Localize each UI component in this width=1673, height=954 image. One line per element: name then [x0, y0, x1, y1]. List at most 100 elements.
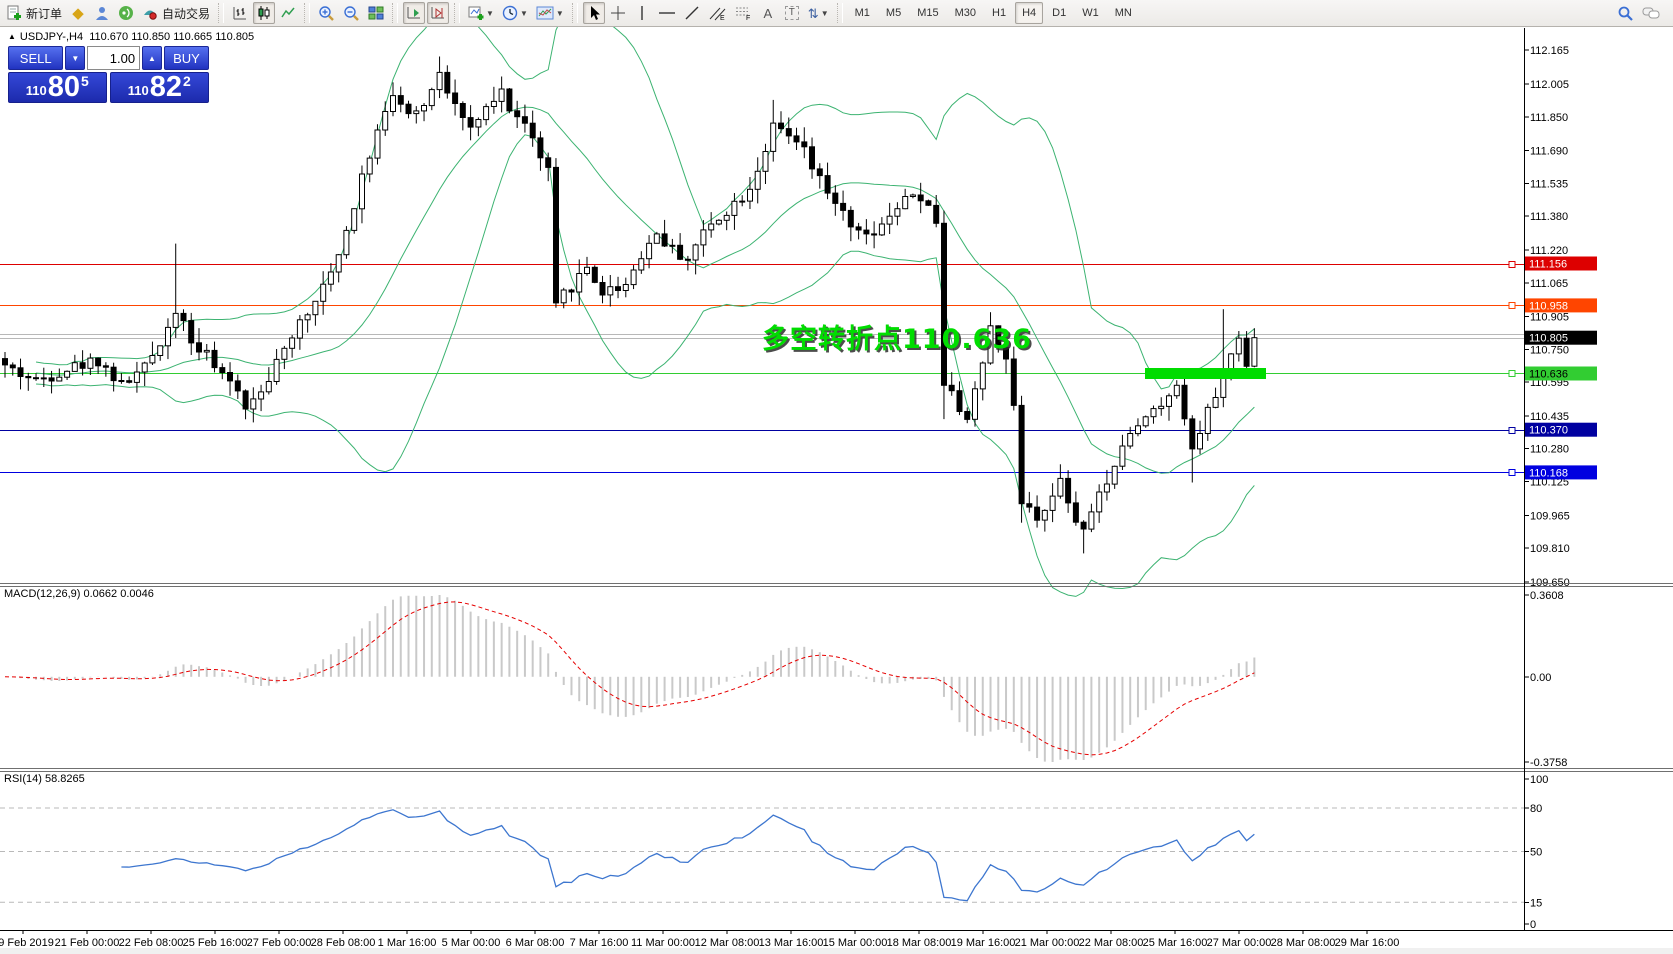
search-button[interactable]	[1614, 2, 1637, 24]
chat-button[interactable]	[1639, 2, 1664, 24]
hline-handle[interactable]	[1508, 469, 1516, 476]
sell-button[interactable]: SELL	[8, 46, 64, 70]
zoom-in-button[interactable]	[315, 2, 338, 24]
new-order-button[interactable]: 新订单	[3, 2, 65, 24]
timeframe-M30[interactable]: M30	[954, 7, 976, 19]
timeframe-M15[interactable]: M15	[917, 7, 939, 19]
signals-button[interactable]	[115, 2, 137, 24]
candlestick-chart-icon	[258, 6, 270, 20]
price-tick-label: 109.810	[1530, 543, 1570, 555]
sell-price-display[interactable]: 110 80 5	[8, 72, 107, 103]
hline-handle[interactable]	[1508, 302, 1516, 309]
time-label: 28 Mar 08:00	[1271, 937, 1336, 949]
zoom-in-icon	[319, 5, 334, 21]
autotrading-button[interactable]: 自动交易	[139, 2, 213, 24]
arrows-tool-button[interactable]: ⇅ ▼	[805, 2, 832, 24]
crosshair-tool-button[interactable]	[607, 2, 629, 24]
rsi-axis-label: 0	[1530, 919, 1536, 931]
time-label: 22 Mar 08:00	[1079, 937, 1144, 949]
buy-price-sup: 2	[182, 73, 191, 89]
bollinger-band	[35, 106, 1255, 474]
svg-text:E: E	[720, 15, 725, 21]
add-indicator-button[interactable]: ▼	[465, 2, 497, 24]
sell-price-sup: 5	[80, 73, 89, 89]
price-level-label-text: 110.370	[1529, 425, 1568, 437]
price-level-label	[1525, 256, 1597, 271]
vertical-line-tool-button[interactable]	[631, 2, 653, 24]
tile-windows-button[interactable]	[365, 2, 387, 24]
volume-up-button[interactable]: ▲	[142, 46, 162, 70]
buy-price-display[interactable]: 110 82 2	[109, 72, 209, 103]
candles	[2, 56, 1258, 554]
current-price-label	[1525, 330, 1597, 345]
macd-main-value: 0.0662	[83, 588, 118, 600]
bar-chart-icon	[233, 7, 247, 20]
chart-annotation-text[interactable]: 多空转折点110.636	[762, 324, 1032, 355]
clock-icon	[502, 5, 518, 21]
equidistant-channel-tool-button[interactable]: E	[705, 2, 729, 24]
cursor-tool-button[interactable]	[582, 2, 605, 24]
gold-diamond-icon: ◆	[72, 4, 84, 22]
timeframe-D1[interactable]: D1	[1052, 7, 1067, 19]
price-tick-label: 109.650	[1530, 577, 1570, 589]
line-chart-icon	[281, 7, 295, 18]
periods-button[interactable]: ▼	[499, 2, 531, 24]
price-tick-label: 110.750	[1530, 344, 1569, 356]
candlestick-chart-button[interactable]	[253, 2, 276, 24]
horizontal-line-tool-button[interactable]	[655, 2, 679, 24]
autotrading-icon	[144, 10, 157, 20]
publisher-button[interactable]	[91, 2, 113, 24]
volume-input[interactable]: 1.00	[87, 46, 141, 70]
rsi-axis-label: 50	[1530, 847, 1542, 859]
line-chart-button[interactable]	[277, 2, 299, 24]
trendline-tool-button[interactable]	[681, 2, 703, 24]
time-label: 25 Mar 16:00	[1143, 937, 1208, 949]
timeframe-H1[interactable]: H1	[992, 7, 1007, 19]
buy-price-prefix: 110	[127, 83, 149, 98]
text-tool-button[interactable]: A	[757, 2, 779, 24]
zoom-out-button[interactable]	[340, 2, 363, 24]
timeframe-MN[interactable]: MN	[1114, 7, 1132, 19]
collapse-marker-icon[interactable]: ▲	[8, 32, 16, 41]
time-label: 7 Mar 16:00	[570, 937, 629, 949]
rsi-axis-label: 100	[1530, 774, 1548, 786]
bar-chart-button[interactable]	[229, 2, 251, 24]
text-label-tool-button[interactable]: T	[781, 2, 803, 24]
toolbar-separator	[304, 3, 311, 23]
buy-button[interactable]: BUY	[163, 46, 210, 70]
templates-button[interactable]: ▼	[533, 2, 567, 24]
time-label: 15 Mar 00:00	[823, 937, 888, 949]
hline-handle[interactable]	[1508, 261, 1516, 268]
hline-handle[interactable]	[1508, 370, 1516, 377]
rsi-label: RSI(14) 58.8265	[4, 773, 85, 785]
price-level-label	[1525, 465, 1597, 480]
rsi-line	[121, 809, 1255, 902]
price-tick-label: 111.220	[1530, 245, 1568, 257]
chart-shift-button[interactable]	[427, 2, 450, 24]
price-level-label	[1525, 298, 1597, 313]
price-level-label	[1525, 366, 1597, 381]
rsi-axis-label: 15	[1530, 897, 1542, 909]
chat-icon	[1642, 7, 1660, 19]
price-tick-label: 110.125	[1530, 477, 1569, 489]
volume-down-button[interactable]: ▼	[65, 46, 86, 70]
timeframe-W1[interactable]: W1	[1082, 7, 1099, 19]
zoom-out-icon	[344, 5, 359, 21]
price-tick-label: 112.005	[1530, 79, 1569, 91]
cursor-icon	[590, 6, 600, 20]
timeframe-H4[interactable]: H4	[1015, 2, 1044, 24]
time-label: 19 Feb 2019	[0, 937, 54, 949]
timeframe-M5[interactable]: M5	[885, 7, 902, 19]
toolbar-separator	[571, 3, 578, 23]
timeframe-M1[interactable]: M1	[854, 7, 870, 19]
gem-button[interactable]: ◆	[67, 2, 89, 24]
tile-windows-icon	[368, 6, 384, 20]
hline-handle[interactable]	[1508, 427, 1516, 434]
thick-green-segment[interactable]	[1145, 368, 1266, 379]
fibonacci-tool-button[interactable]: F	[731, 2, 755, 24]
auto-scroll-button[interactable]	[403, 2, 426, 24]
price-level-label-text: 110.636	[1529, 369, 1568, 381]
price-level-label-text: 111.156	[1529, 259, 1567, 271]
